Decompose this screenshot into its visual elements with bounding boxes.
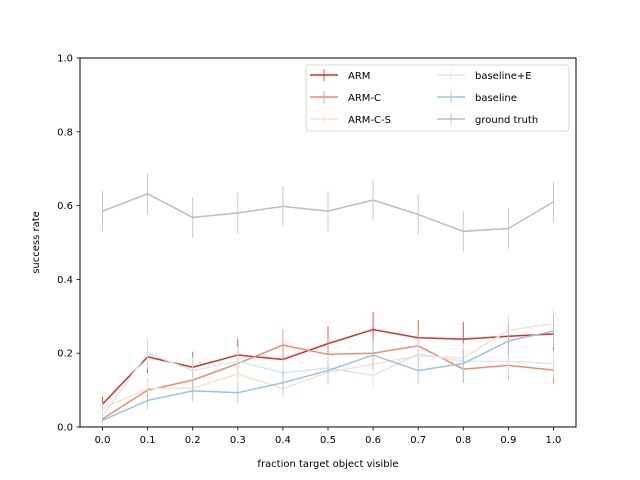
y-tick-label: 0.2	[57, 349, 73, 360]
x-tick-label: 0.6	[365, 435, 381, 446]
legend-label: baseline	[475, 93, 517, 104]
x-tick-label: 0.4	[275, 435, 291, 446]
legend-label: ARM	[348, 71, 370, 82]
series-baseline	[102, 314, 554, 424]
y-tick-label: 0.0	[57, 423, 73, 434]
y-tick-label: 0.6	[57, 201, 73, 212]
legend-item: baseline+E	[437, 69, 532, 82]
legend: ARM ARM-C ARM-C-S baseline+E baseline ground …	[305, 64, 570, 132]
x-tick-label: 0.5	[320, 435, 336, 446]
plot-series	[101, 173, 554, 424]
y-tick-label: 0.8	[57, 127, 73, 138]
x-tick-label: 0.2	[185, 435, 201, 446]
x-axis: 0.0 0.1 0.2 0.3 0.4 0.5 0.6 0.7 0.8 0.9 1.0	[95, 427, 562, 446]
x-tick-label: 0.7	[410, 435, 426, 446]
x-tick-label: 0.8	[455, 435, 471, 446]
x-tick-label: 0.9	[500, 435, 516, 446]
y-axis: 0.0 0.2 0.4 0.6 0.8 1.0	[57, 54, 80, 434]
y-axis-label: success rate	[31, 211, 42, 274]
y-tick-label: 1.0	[57, 54, 73, 65]
series-line	[102, 193, 554, 233]
legend-box	[305, 64, 570, 132]
x-tick-label: 0.0	[95, 435, 111, 446]
x-axis-label: fraction target object visible	[257, 459, 398, 470]
legend-label: ARM-C	[348, 93, 381, 104]
legend-item: ARM-C-S	[310, 113, 391, 126]
legend-item: ARM	[310, 69, 370, 82]
legend-item: baseline	[437, 91, 517, 104]
series-ground-truth	[102, 173, 554, 252]
legend-label: baseline+E	[475, 71, 532, 82]
legend-item: ARM-C	[310, 91, 381, 104]
series-line	[102, 330, 554, 422]
x-tick-label: 1.0	[546, 435, 562, 446]
legend-label: ARM-C-S	[348, 115, 391, 126]
x-tick-label: 0.1	[140, 435, 156, 446]
legend-item: ground truth	[437, 113, 538, 126]
y-tick-label: 0.4	[57, 275, 73, 286]
x-tick-label: 0.3	[230, 435, 246, 446]
legend-label: ground truth	[475, 115, 538, 126]
